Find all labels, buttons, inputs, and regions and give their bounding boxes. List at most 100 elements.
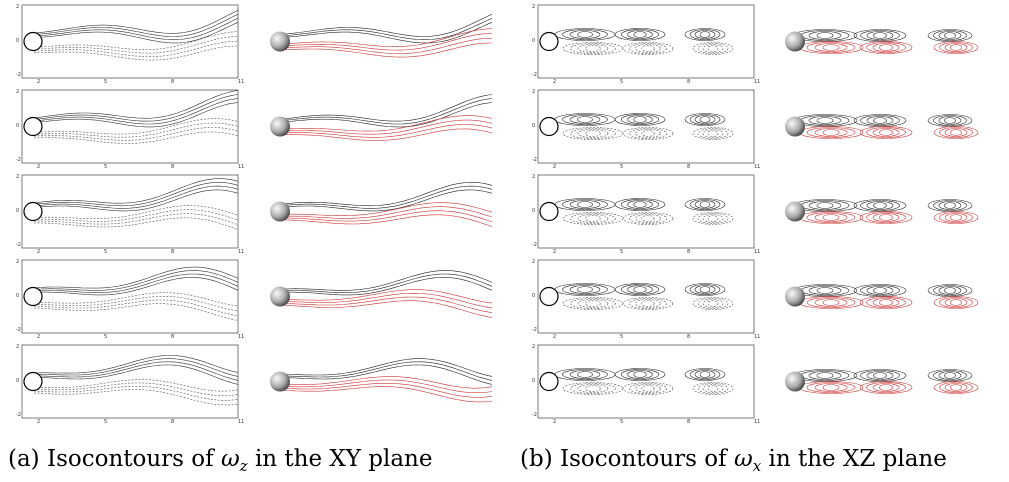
contour-solid xyxy=(633,286,647,293)
contour-black xyxy=(277,270,493,291)
contour-solid xyxy=(627,200,653,209)
x-tick-label: 11 xyxy=(754,419,760,425)
caption-subscript: x xyxy=(753,457,762,475)
contour-red xyxy=(277,42,492,58)
contour-solid xyxy=(633,116,647,123)
contour-dashed xyxy=(702,299,724,308)
contour-dashed xyxy=(570,213,616,224)
x-tick-label: 11 xyxy=(238,249,244,255)
contour-dashed xyxy=(33,303,239,321)
contour-solid xyxy=(620,284,660,295)
contour-red xyxy=(933,381,979,394)
x-tick-label: 8 xyxy=(687,79,690,85)
x-tick-label: 5 xyxy=(620,334,623,340)
sphere xyxy=(539,116,559,137)
y-tick-label: 2 xyxy=(16,174,19,180)
contour-red xyxy=(950,129,962,136)
sphere xyxy=(539,201,559,222)
contour-red xyxy=(859,211,913,224)
x-tick-label: 5 xyxy=(104,419,107,425)
contour-black xyxy=(866,371,894,380)
contour-red xyxy=(933,126,979,139)
contour-black xyxy=(277,18,493,40)
y-tick-label: 2 xyxy=(16,89,19,95)
x-tick-label: 5 xyxy=(620,79,623,85)
contour-dashed xyxy=(641,300,655,307)
x-tick-label: 8 xyxy=(687,419,690,425)
contour-black xyxy=(277,273,493,293)
contour-red xyxy=(872,128,900,137)
contour-solid xyxy=(689,284,721,295)
contour-solid xyxy=(33,18,239,40)
plot-frame xyxy=(21,344,239,419)
contour-dashed xyxy=(33,295,239,312)
contour-dashed xyxy=(33,299,239,316)
contour-red xyxy=(277,128,493,141)
x-tick-label: 2 xyxy=(37,249,40,255)
contour-black xyxy=(938,201,962,210)
contour-black xyxy=(866,116,894,125)
contour-black xyxy=(873,287,887,294)
contour-black xyxy=(860,200,900,211)
contour-solid xyxy=(620,114,660,125)
contour-red xyxy=(814,128,848,137)
contour-dashed xyxy=(702,384,724,393)
contour-red xyxy=(944,383,968,392)
y-tick-label: 0 xyxy=(16,293,19,299)
contour-red xyxy=(859,41,913,54)
contour-red xyxy=(872,213,900,222)
contour-black xyxy=(873,202,887,209)
contour-dashed xyxy=(707,300,719,307)
contour-red xyxy=(944,213,968,222)
contour-solid xyxy=(33,270,239,291)
x-tick-label: 11 xyxy=(238,79,244,85)
contour-red xyxy=(277,383,493,398)
caption-text: in the XY plane xyxy=(255,446,433,472)
contour-dashed xyxy=(33,40,239,57)
contour-solid xyxy=(620,369,660,380)
contour-dashed xyxy=(692,297,734,310)
contour-solid xyxy=(627,370,653,379)
contour-solid xyxy=(577,201,593,208)
caption-label: (a) xyxy=(8,446,40,472)
contour-red xyxy=(277,292,493,309)
x-tick-label: 5 xyxy=(620,249,623,255)
contour-solid xyxy=(633,371,647,378)
contour-solid xyxy=(33,266,239,289)
contour-dashed xyxy=(697,128,729,139)
contour-red xyxy=(277,379,493,393)
contour-dashed xyxy=(577,214,609,223)
contour-red xyxy=(944,298,968,307)
sphere-render xyxy=(270,116,290,137)
x-tick-label: 8 xyxy=(171,419,174,425)
x-tick-label: 11 xyxy=(238,419,244,425)
y-tick-label: 0 xyxy=(16,38,19,44)
contour-red xyxy=(277,202,493,216)
contour-black xyxy=(860,115,900,126)
contour-dashed xyxy=(707,45,719,52)
contour-dashed xyxy=(707,215,719,222)
contour-dashed xyxy=(697,213,729,224)
y-tick-label: 0 xyxy=(16,123,19,129)
contour-black xyxy=(873,117,887,124)
caption-text: Isocontours of xyxy=(47,446,215,472)
contour-solid xyxy=(577,31,593,38)
contour-black xyxy=(808,116,842,125)
contour-red xyxy=(277,376,493,389)
contour-black xyxy=(866,31,894,40)
contour-red xyxy=(944,43,968,52)
contour-dashed xyxy=(707,130,719,137)
contour-dashed xyxy=(562,127,624,140)
contour-black xyxy=(277,182,493,207)
sphere-render xyxy=(785,286,805,307)
contour-red xyxy=(277,119,493,135)
contour-black xyxy=(933,115,967,126)
contour-red xyxy=(879,299,893,306)
contour-dashed xyxy=(692,382,734,395)
y-tick-label: -2 xyxy=(16,412,21,418)
contour-black xyxy=(277,98,493,125)
contour-solid xyxy=(620,199,660,210)
contour-black xyxy=(800,30,850,41)
contour-black xyxy=(808,201,842,210)
contour-dashed xyxy=(33,382,239,396)
